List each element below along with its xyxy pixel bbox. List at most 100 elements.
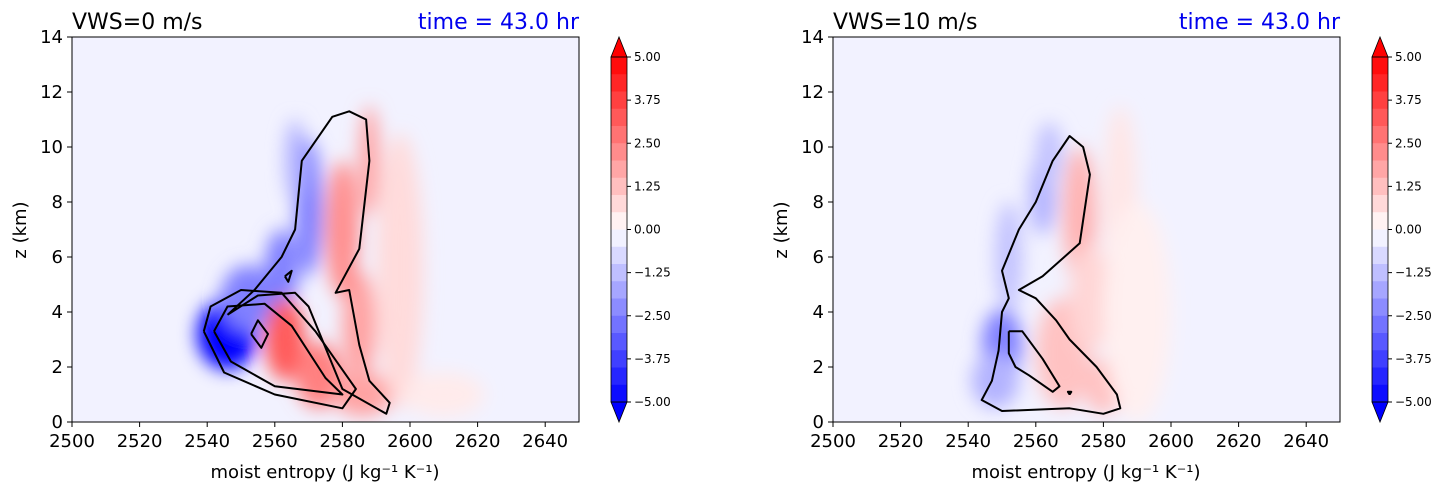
- x-tick-label: 2640: [522, 431, 568, 452]
- colorbar-segment: [611, 229, 627, 248]
- colorbar-segment: [611, 367, 627, 386]
- colorbar-extend-min: [610, 401, 628, 424]
- colorbar-segment: [611, 195, 627, 213]
- colorbar-segment: [1372, 108, 1388, 127]
- plot-frame: [71, 36, 580, 423]
- colorbar-segment: [1372, 143, 1388, 162]
- field-patch: [264, 298, 306, 381]
- colorbar-tick-label: −5.00: [634, 395, 671, 409]
- x-tick-label: 2640: [1283, 431, 1329, 452]
- colorbar-segment: [1372, 91, 1388, 110]
- colorbar-tick-label: 2.50: [634, 136, 661, 150]
- colorbar-tick-label: 0.00: [634, 223, 661, 237]
- x-tick-label: 2500: [810, 431, 856, 452]
- colorbar-tick-label: −2.50: [1395, 309, 1432, 323]
- contour-line: [1007, 330, 1061, 393]
- contour-layer: [980, 135, 1122, 415]
- colorbar-segment: [1372, 246, 1388, 265]
- colorbar-segment: [611, 298, 627, 317]
- colorbar: 5.00 3.75 2.50 1.25 0.00 −1.25 −2.50 −3.75 −5.00: [1371, 35, 1432, 424]
- y-axis-label: z (km): [10, 201, 31, 258]
- x-tick-label: 2520: [117, 431, 163, 452]
- colorbar-segment: [1372, 126, 1388, 144]
- colorbar-segment: [611, 57, 627, 75]
- colorbar-tick-label: 1.25: [1395, 179, 1422, 193]
- y-axis-label: z (km): [771, 201, 792, 258]
- colorbar-tick-label: −3.75: [634, 352, 671, 366]
- colorbar-segment: [1372, 57, 1388, 75]
- colorbar-segment: [611, 333, 627, 351]
- colorbar-segment: [611, 350, 627, 369]
- field-patch: [403, 372, 485, 417]
- y-tick-label: 12: [801, 82, 824, 103]
- x-tick-label: 2500: [49, 431, 95, 452]
- colorbar-segment: [611, 384, 627, 403]
- contour-line: [284, 269, 293, 283]
- time-label: time = 43.0 hr: [418, 10, 580, 35]
- colorbar-tick-label: −1.25: [634, 266, 671, 280]
- y-tick-label: 14: [40, 27, 63, 48]
- colorbar-segment: [1372, 384, 1388, 403]
- field-patch: [995, 202, 1023, 312]
- colorbar-segment: [1372, 74, 1388, 93]
- colorbar-segment: [1372, 350, 1388, 369]
- field-patch: [332, 372, 394, 417]
- y-tick-label: 10: [40, 137, 63, 158]
- y-tick-label: 14: [801, 27, 824, 48]
- colorbar-segment: [611, 160, 627, 179]
- x-tick-label: 2540: [945, 431, 991, 452]
- colorbar-segment: [611, 177, 627, 196]
- colorbar-segment: [1372, 281, 1388, 300]
- x-axis-label: moist entropy (J kg⁻¹ K⁻¹): [972, 462, 1201, 483]
- x-tick-label: 2540: [184, 431, 230, 452]
- x-tick-label: 2600: [387, 431, 433, 452]
- plot-frame: [832, 36, 1341, 423]
- colorbar-segment: [611, 281, 627, 300]
- y-tick-label: 8: [813, 192, 824, 213]
- y-tick-label: 6: [813, 247, 824, 268]
- colorbar-extend-max: [610, 35, 628, 58]
- x-axis-label: moist entropy (J kg⁻¹ K⁻¹): [211, 462, 440, 483]
- colorbar-tick-label: 3.75: [1395, 93, 1422, 107]
- shading-layer: [197, 105, 485, 417]
- y-tick-label: 0: [52, 412, 63, 433]
- colorbar-segment: [611, 315, 627, 334]
- field-patch: [376, 133, 424, 409]
- contour-line: [213, 302, 344, 396]
- colorbar-segment: [611, 246, 627, 265]
- colorbar-segment: [1372, 212, 1388, 231]
- colorbar-segment: [611, 126, 627, 144]
- field-patch: [325, 160, 360, 299]
- y-tick-label: 6: [52, 247, 63, 268]
- y-tick-label: 0: [813, 412, 824, 433]
- y-tick-label: 4: [813, 302, 824, 323]
- colorbar-segment: [611, 91, 627, 110]
- colorbar-tick-label: −3.75: [1395, 352, 1432, 366]
- colorbar-segment: [1372, 298, 1388, 317]
- contour-line: [226, 110, 391, 415]
- field-patch: [971, 353, 1019, 409]
- x-tick-label: 2580: [1080, 431, 1126, 452]
- x-tick-label: 2620: [1216, 431, 1262, 452]
- x-axis-ticks: 2500 2520 2540 2560 2580 2600 2620 2640: [49, 422, 568, 452]
- x-tick-label: 2580: [319, 431, 365, 452]
- colorbar-tick-label: 3.75: [634, 93, 661, 107]
- colorbar-segment: [1372, 195, 1388, 213]
- colorbar-segment: [1372, 333, 1388, 351]
- panel-title: VWS=10 m/s: [833, 10, 978, 35]
- y-tick-label: 2: [52, 357, 63, 378]
- x-tick-label: 2600: [1148, 431, 1194, 452]
- colorbar-segment: [1372, 315, 1388, 334]
- colorbar-tick-label: −1.25: [1395, 266, 1432, 280]
- y-tick-label: 12: [40, 82, 63, 103]
- colorbar-segment: [611, 212, 627, 231]
- field-patch: [1035, 122, 1063, 189]
- colorbar-segment: [611, 74, 627, 93]
- panel-title: VWS=0 m/s: [72, 10, 203, 35]
- contour-line: [1066, 390, 1073, 396]
- colorbar-segment: [611, 264, 627, 282]
- colorbar-segment: [1372, 160, 1388, 179]
- contour-line: [980, 135, 1122, 415]
- y-tick-label: 4: [52, 302, 63, 323]
